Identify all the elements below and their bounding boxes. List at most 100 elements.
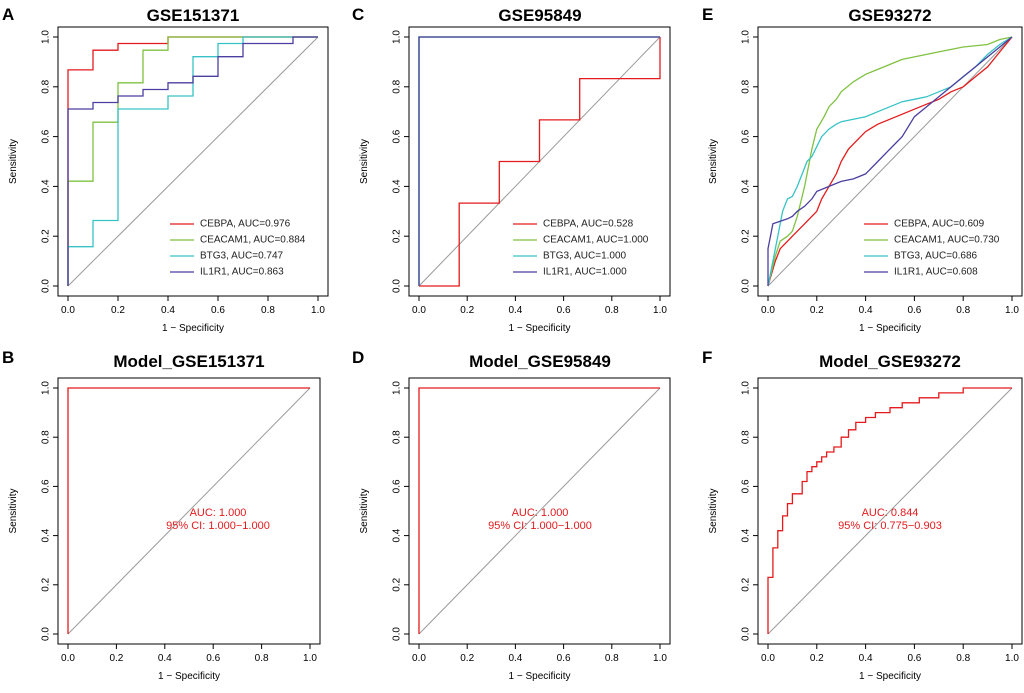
reference-diagonal <box>67 36 319 287</box>
x-tick-label: 0.4 <box>859 653 873 664</box>
x-tick-label: 0.2 <box>810 653 824 664</box>
y-tick-label: 1.0 <box>392 30 403 44</box>
y-axis-label: Sensitivity <box>359 139 370 184</box>
roc-panel-a: A GSE151371 0.0 0.2 0.4 0.6 0.8 1.0 0.0 0.2 0.4 0.6… <box>2 5 329 334</box>
legend-entry-ceacam1: CEACAM1, AUC=1.000 <box>543 235 649 246</box>
x-tick-label: 0.6 <box>211 305 225 316</box>
roc-line-ceacam1 <box>767 36 1013 287</box>
ci-annotation: 95% CI: 0.775−0.903 <box>838 520 942 532</box>
x-tick-label: 0.4 <box>161 305 175 316</box>
y-tick-label: 0.8 <box>392 79 403 93</box>
x-tick-label: 1.0 <box>311 305 325 316</box>
y-tick-label: 0.8 <box>741 430 752 444</box>
y-tick-label: 1.0 <box>41 381 52 395</box>
x-tick-label: 1.0 <box>653 305 667 316</box>
x-tick-label: 0.2 <box>810 305 824 316</box>
y-tick-label: 0.4 <box>41 528 52 542</box>
y-tick-label: 0.6 <box>741 129 752 143</box>
x-tick-label: 0.8 <box>261 305 275 316</box>
legend-entry-ceacam1: CEACAM1, AUC=0.730 <box>894 235 1000 246</box>
x-tick-label: 0.4 <box>508 305 522 316</box>
legend-entry-il1r1: IL1R1, AUC=1.000 <box>543 267 627 278</box>
roc-panel-e: E GSE93272 0.0 0.2 0.4 0.6 0.8 1.0 0.0 0.2 0.4 0.6 0… <box>702 5 1023 334</box>
legend-entry-il1r1: IL1R1, AUC=0.608 <box>894 267 978 278</box>
legend-entry-cebpa: CEBPA, AUC=0.976 <box>200 219 291 230</box>
y-tick-label: 0.0 <box>41 279 52 293</box>
y-tick-label: 1.0 <box>741 30 752 44</box>
y-axis-label: Sensitivity <box>8 139 19 184</box>
x-tick-label: 0.2 <box>111 305 125 316</box>
y-tick-label: 0.4 <box>392 528 403 542</box>
x-axis-label: 1 − Specificity <box>859 323 921 334</box>
y-tick-label: 1.0 <box>41 30 52 44</box>
auc-annotation: AUC: 1.000 <box>190 507 247 519</box>
legend-entry-cebpa: CEBPA, AUC=0.609 <box>894 219 985 230</box>
roc-line-model <box>418 387 660 634</box>
plot-frame <box>757 26 1023 297</box>
panel-letter: D <box>352 348 364 367</box>
auc-annotation: AUC: 0.844 <box>862 507 919 519</box>
y-axis-label: Sensitivity <box>708 488 719 533</box>
x-tick-label: 0.4 <box>508 653 522 664</box>
x-axis-label: 1 − Specificity <box>859 671 921 682</box>
x-tick-label: 0.8 <box>605 305 619 316</box>
x-tick-label: 0.6 <box>557 653 571 664</box>
y-tick-label: 0.0 <box>741 627 752 641</box>
x-tick-label: 0.2 <box>460 305 474 316</box>
y-axis-label: Sensitivity <box>8 488 19 533</box>
y-tick-label: 0.0 <box>392 279 403 293</box>
y-tick-label: 0.8 <box>392 430 403 444</box>
x-tick-label: 0.8 <box>956 653 970 664</box>
x-tick-label: 1.0 <box>653 653 667 664</box>
roc-line-il1r1 <box>418 36 660 286</box>
legend-entry-cebpa: CEBPA, AUC=0.528 <box>543 219 634 230</box>
y-tick-label: 0.4 <box>392 179 403 193</box>
y-tick-label: 0.4 <box>741 528 752 542</box>
x-tick-label: 0.8 <box>255 653 269 664</box>
x-tick-label: 0.6 <box>557 305 571 316</box>
plot-frame <box>757 377 1023 645</box>
y-tick-label: 0.8 <box>741 79 752 93</box>
x-axis-label: 1 − Specificity <box>509 671 571 682</box>
y-tick-label: 0.0 <box>41 627 52 641</box>
x-tick-label: 0.4 <box>158 653 172 664</box>
roc-line-model <box>767 387 1012 634</box>
x-tick-label: 0.0 <box>412 305 426 316</box>
x-tick-label: 0.0 <box>61 305 75 316</box>
panel-letter: A <box>2 5 14 24</box>
y-tick-label: 0.6 <box>392 479 403 493</box>
panel-letter: B <box>2 348 14 367</box>
plot-frame <box>408 377 671 645</box>
x-axis-label: 1 − Specificity <box>158 671 220 682</box>
x-tick-label: 0.0 <box>761 305 775 316</box>
y-tick-label: 0.2 <box>41 229 52 243</box>
plot-frame <box>57 26 329 297</box>
ci-annotation: 95% CI: 1.000−1.000 <box>166 520 270 532</box>
legend-entry-ceacam1: CEACAM1, AUC=0.884 <box>200 235 306 246</box>
reference-diagonal <box>67 387 311 635</box>
x-tick-label: 0.8 <box>956 305 970 316</box>
y-tick-label: 0.6 <box>41 129 52 143</box>
legend-entry-btg3: BTG3, AUC=1.000 <box>543 251 627 262</box>
x-axis-label: 1 − Specificity <box>162 323 224 334</box>
y-axis-label: Sensitivity <box>359 488 370 533</box>
x-tick-label: 0.0 <box>61 653 75 664</box>
y-tick-label: 0.4 <box>41 179 52 193</box>
x-tick-label: 1.0 <box>1005 653 1019 664</box>
x-tick-label: 0.6 <box>206 653 220 664</box>
panel-letter: F <box>702 348 712 367</box>
chart-title: Model_GSE93272 <box>819 352 961 371</box>
y-tick-label: 0.2 <box>392 577 403 591</box>
y-tick-label: 0.6 <box>392 129 403 143</box>
x-tick-label: 0.2 <box>460 653 474 664</box>
x-tick-label: 0.0 <box>412 653 426 664</box>
chart-title: GSE95849 <box>498 6 581 25</box>
x-axis-label: 1 − Specificity <box>509 323 571 334</box>
legend-entry-btg3: BTG3, AUC=0.686 <box>894 251 978 262</box>
x-tick-label: 1.0 <box>1005 305 1019 316</box>
x-tick-label: 0.2 <box>109 653 123 664</box>
plot-frame <box>57 377 321 645</box>
chart-title: Model_GSE95849 <box>469 352 611 371</box>
chart-title: GSE151371 <box>147 6 240 25</box>
